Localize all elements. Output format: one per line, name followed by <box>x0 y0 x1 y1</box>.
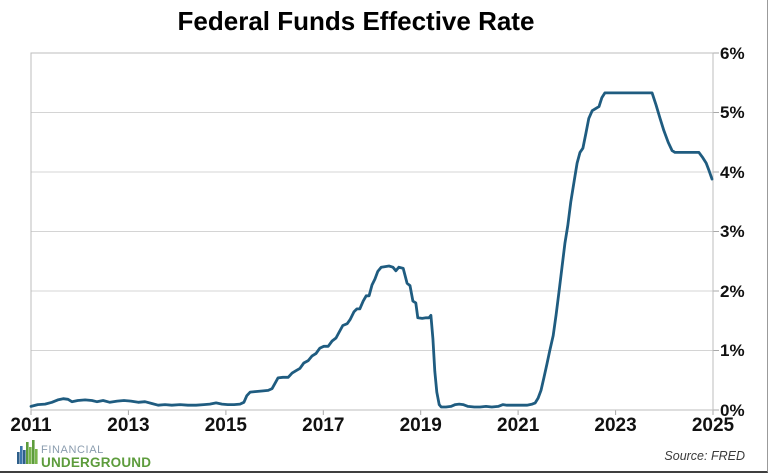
brand-line1: FINANCIAL <box>41 443 104 456</box>
x-tick-label: 2019 <box>399 415 442 436</box>
y-tick-label: 5% <box>720 103 745 122</box>
y-tick-label: 4% <box>720 162 745 182</box>
x-tick-label: 2021 <box>497 415 540 436</box>
x-tick-label: 2025 <box>691 415 735 436</box>
brand-logo: FINANCIAL UNDERGROUND <box>17 438 151 469</box>
y-tick-label: 0% <box>720 400 745 420</box>
x-tick-label: 2023 <box>594 415 637 436</box>
chart-title: Federal Funds Effective Rate <box>177 6 535 36</box>
x-tick-label: 2015 <box>204 415 247 436</box>
y-tick-label: 6% <box>720 43 745 63</box>
source-credit: Source: FRED <box>664 449 745 463</box>
x-tick-label: 2013 <box>107 415 150 436</box>
y-tick-label: 1% <box>720 341 745 360</box>
brand-line2: UNDERGROUND <box>41 454 152 470</box>
x-tick-label: 2011 <box>10 415 52 436</box>
y-tick-label: 2% <box>720 281 745 301</box>
skyline-bars-icon <box>17 438 38 469</box>
y-tick-label: 3% <box>720 222 745 241</box>
x-tick-label: 2017 <box>302 415 345 436</box>
